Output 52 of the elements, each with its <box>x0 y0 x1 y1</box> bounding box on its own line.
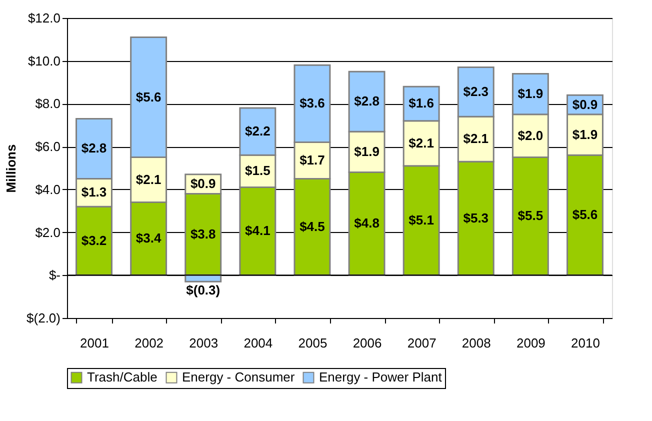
data-label: $5.1 <box>408 212 434 228</box>
data-label: $3.8 <box>190 226 216 242</box>
data-label: $5.6 <box>572 207 598 222</box>
x-tick-label: 2009 <box>516 336 546 350</box>
data-label: $1.9 <box>354 144 380 159</box>
x-tick-label: 2005 <box>298 336 328 350</box>
x-tick-label: 2007 <box>407 336 436 350</box>
data-label: $1.6 <box>408 96 434 111</box>
data-label: $2.1 <box>136 172 162 187</box>
x-tick-label: 2010 <box>571 336 600 350</box>
data-label: $5.3 <box>463 210 489 226</box>
data-label: $2.1 <box>463 131 489 146</box>
y-tick-label: $- <box>48 268 60 283</box>
data-label: $2.3 <box>463 84 489 99</box>
data-label: $0.9 <box>572 96 598 112</box>
x-tick-label: 2003 <box>189 336 218 350</box>
data-label: $2.8 <box>81 140 107 156</box>
data-label: $5.6 <box>136 89 162 104</box>
data-label: $2.1 <box>408 135 434 150</box>
y-tick-label: $4.0 <box>35 182 60 197</box>
data-label: $3.6 <box>300 96 325 111</box>
data-label: $1.7 <box>300 152 325 168</box>
data-label: $2.0 <box>518 128 544 143</box>
legend-label: Energy - Consumer <box>182 370 296 385</box>
legend-label: Energy - Power Plant <box>319 370 442 385</box>
data-label: $1.3 <box>81 184 107 200</box>
y-axis-title: Millions <box>4 144 19 193</box>
data-label: $3.4 <box>136 230 162 246</box>
data-label: $0.9 <box>190 176 216 192</box>
data-label: $2.8 <box>354 94 380 109</box>
y-tick-label: $6.0 <box>35 139 60 154</box>
data-label: $(0.3) <box>186 282 220 298</box>
x-tick-label: 2004 <box>244 336 273 350</box>
x-tick-label: 2006 <box>352 336 382 350</box>
data-label: $1.9 <box>518 86 544 102</box>
data-label: $4.1 <box>245 223 270 238</box>
data-label: $2.2 <box>245 124 270 139</box>
y-tick-label: $10.0 <box>28 53 60 68</box>
legend-label: Trash/Cable <box>87 370 158 385</box>
data-label: $1.5 <box>245 163 270 178</box>
data-label: $4.5 <box>300 218 325 234</box>
y-tick-label: $12.0 <box>28 10 60 26</box>
x-tick-label: 2001 <box>80 336 109 350</box>
y-tick-label: $2.0 <box>35 224 60 240</box>
y-tick-label: $8.0 <box>35 96 60 112</box>
data-label: $1.9 <box>572 126 598 142</box>
y-tick-label: $(2.0) <box>26 310 60 326</box>
x-tick-label: 2008 <box>462 336 491 350</box>
data-label: $4.8 <box>354 216 380 231</box>
x-tick-label: 2002 <box>134 336 164 350</box>
data-label: $5.5 <box>518 208 544 224</box>
data-label: $3.2 <box>81 232 107 248</box>
